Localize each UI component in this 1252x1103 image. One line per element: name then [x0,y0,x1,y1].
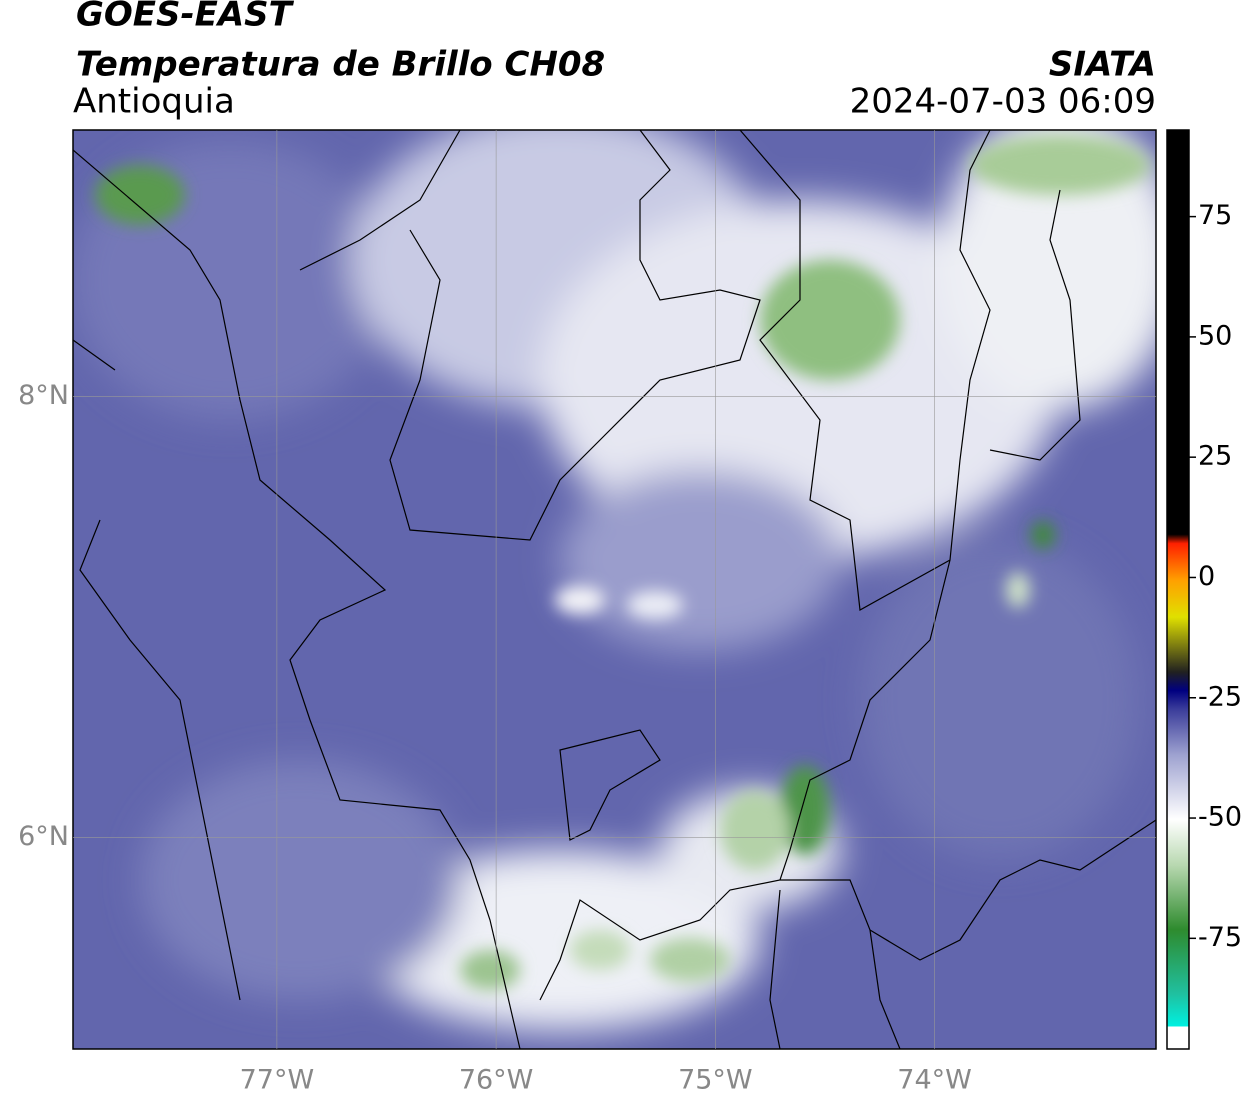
lat-tick-label: 6°N [18,821,69,852]
axes: 77°W 76°W 75°W 74°W 8°N 6°N 75 50 25 0 -25 -50 -75 [18,130,1242,1096]
colorbar-tick-label: -75 [1198,922,1242,953]
colorbar-tick-label: 0 [1198,561,1215,592]
lon-tick-label: 77°W [240,1065,315,1096]
map-frame [72,129,1157,1050]
colorbar-tick-label: 50 [1198,320,1232,351]
lon-tick-label: 74°W [897,1065,972,1096]
datetime: 2024-07-03 06:09 [850,82,1156,122]
lat-tick-label: 8°N [18,380,69,411]
source: SIATA [1049,45,1156,85]
colorbar-tick-label: -50 [1198,802,1242,833]
colorbar [1166,129,1190,1050]
lon-tick-label: 75°W [678,1065,753,1096]
colorbar-tick-label: -25 [1198,681,1242,712]
region: Antioquia [73,82,235,122]
subtitle: Temperatura de Brillo CH08 [76,45,605,85]
satellite-image [73,130,1156,1049]
colorbar-tick-label: 25 [1198,441,1232,472]
title: GOES-EAST [76,0,295,35]
lon-tick-label: 76°W [459,1065,534,1096]
colorbar-tick-label: 75 [1198,200,1232,231]
